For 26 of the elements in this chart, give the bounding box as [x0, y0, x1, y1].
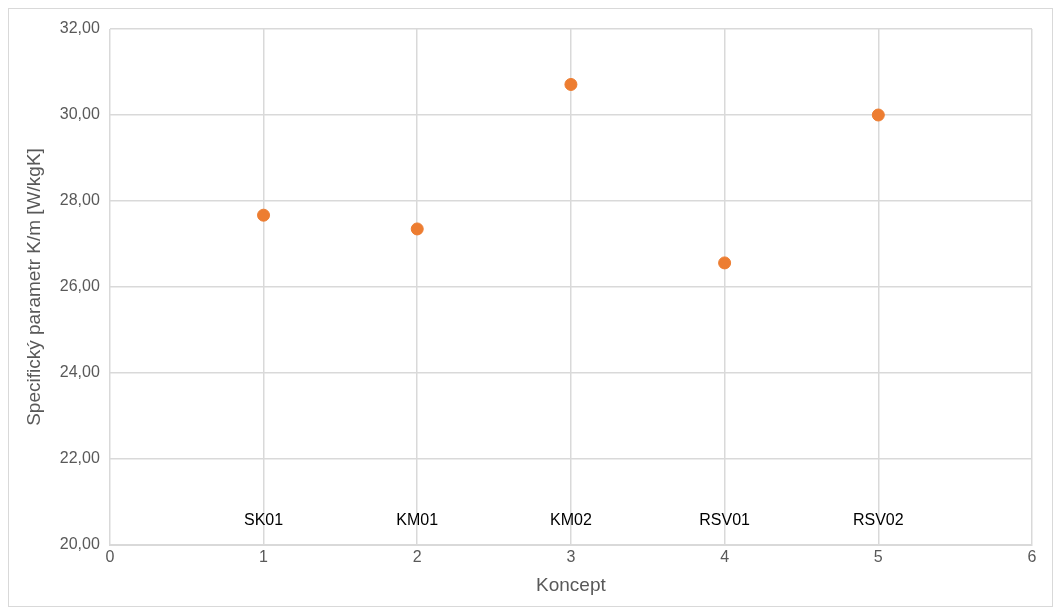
x-tick-label: 5: [873, 548, 883, 566]
x-tick-label: 3: [566, 548, 576, 566]
x-tick-label: 6: [1027, 548, 1037, 566]
annotation: RSV02: [852, 511, 904, 529]
x-tick-label: 1: [259, 548, 269, 566]
point: [410, 222, 424, 236]
x-axis-title: Koncept: [536, 573, 607, 595]
x-tick-label: 0: [105, 548, 115, 566]
y-tick-label: 32,00: [59, 19, 100, 37]
annotation: SK01: [243, 511, 284, 529]
point: [257, 208, 271, 222]
y-tick-label: 26,00: [59, 277, 100, 295]
y-tick-label: 20,00: [59, 535, 100, 553]
y-tick-label: 22,00: [59, 449, 100, 467]
y-tick-label: 24,00: [59, 363, 100, 381]
y-axis-title: Specifický parametr K/m [W/kgK]: [22, 148, 44, 426]
y-tick-label: 30,00: [59, 105, 100, 123]
annotation: KM02: [550, 511, 592, 529]
point: [871, 108, 885, 122]
point: [564, 77, 578, 91]
point: [718, 256, 732, 270]
y-tick-label: 28,00: [59, 191, 100, 209]
x-tick-label: 2: [412, 548, 422, 566]
annotation: KM01: [396, 511, 439, 529]
annotation: RSV01: [699, 511, 751, 529]
x-tick-label: 4: [720, 548, 730, 566]
